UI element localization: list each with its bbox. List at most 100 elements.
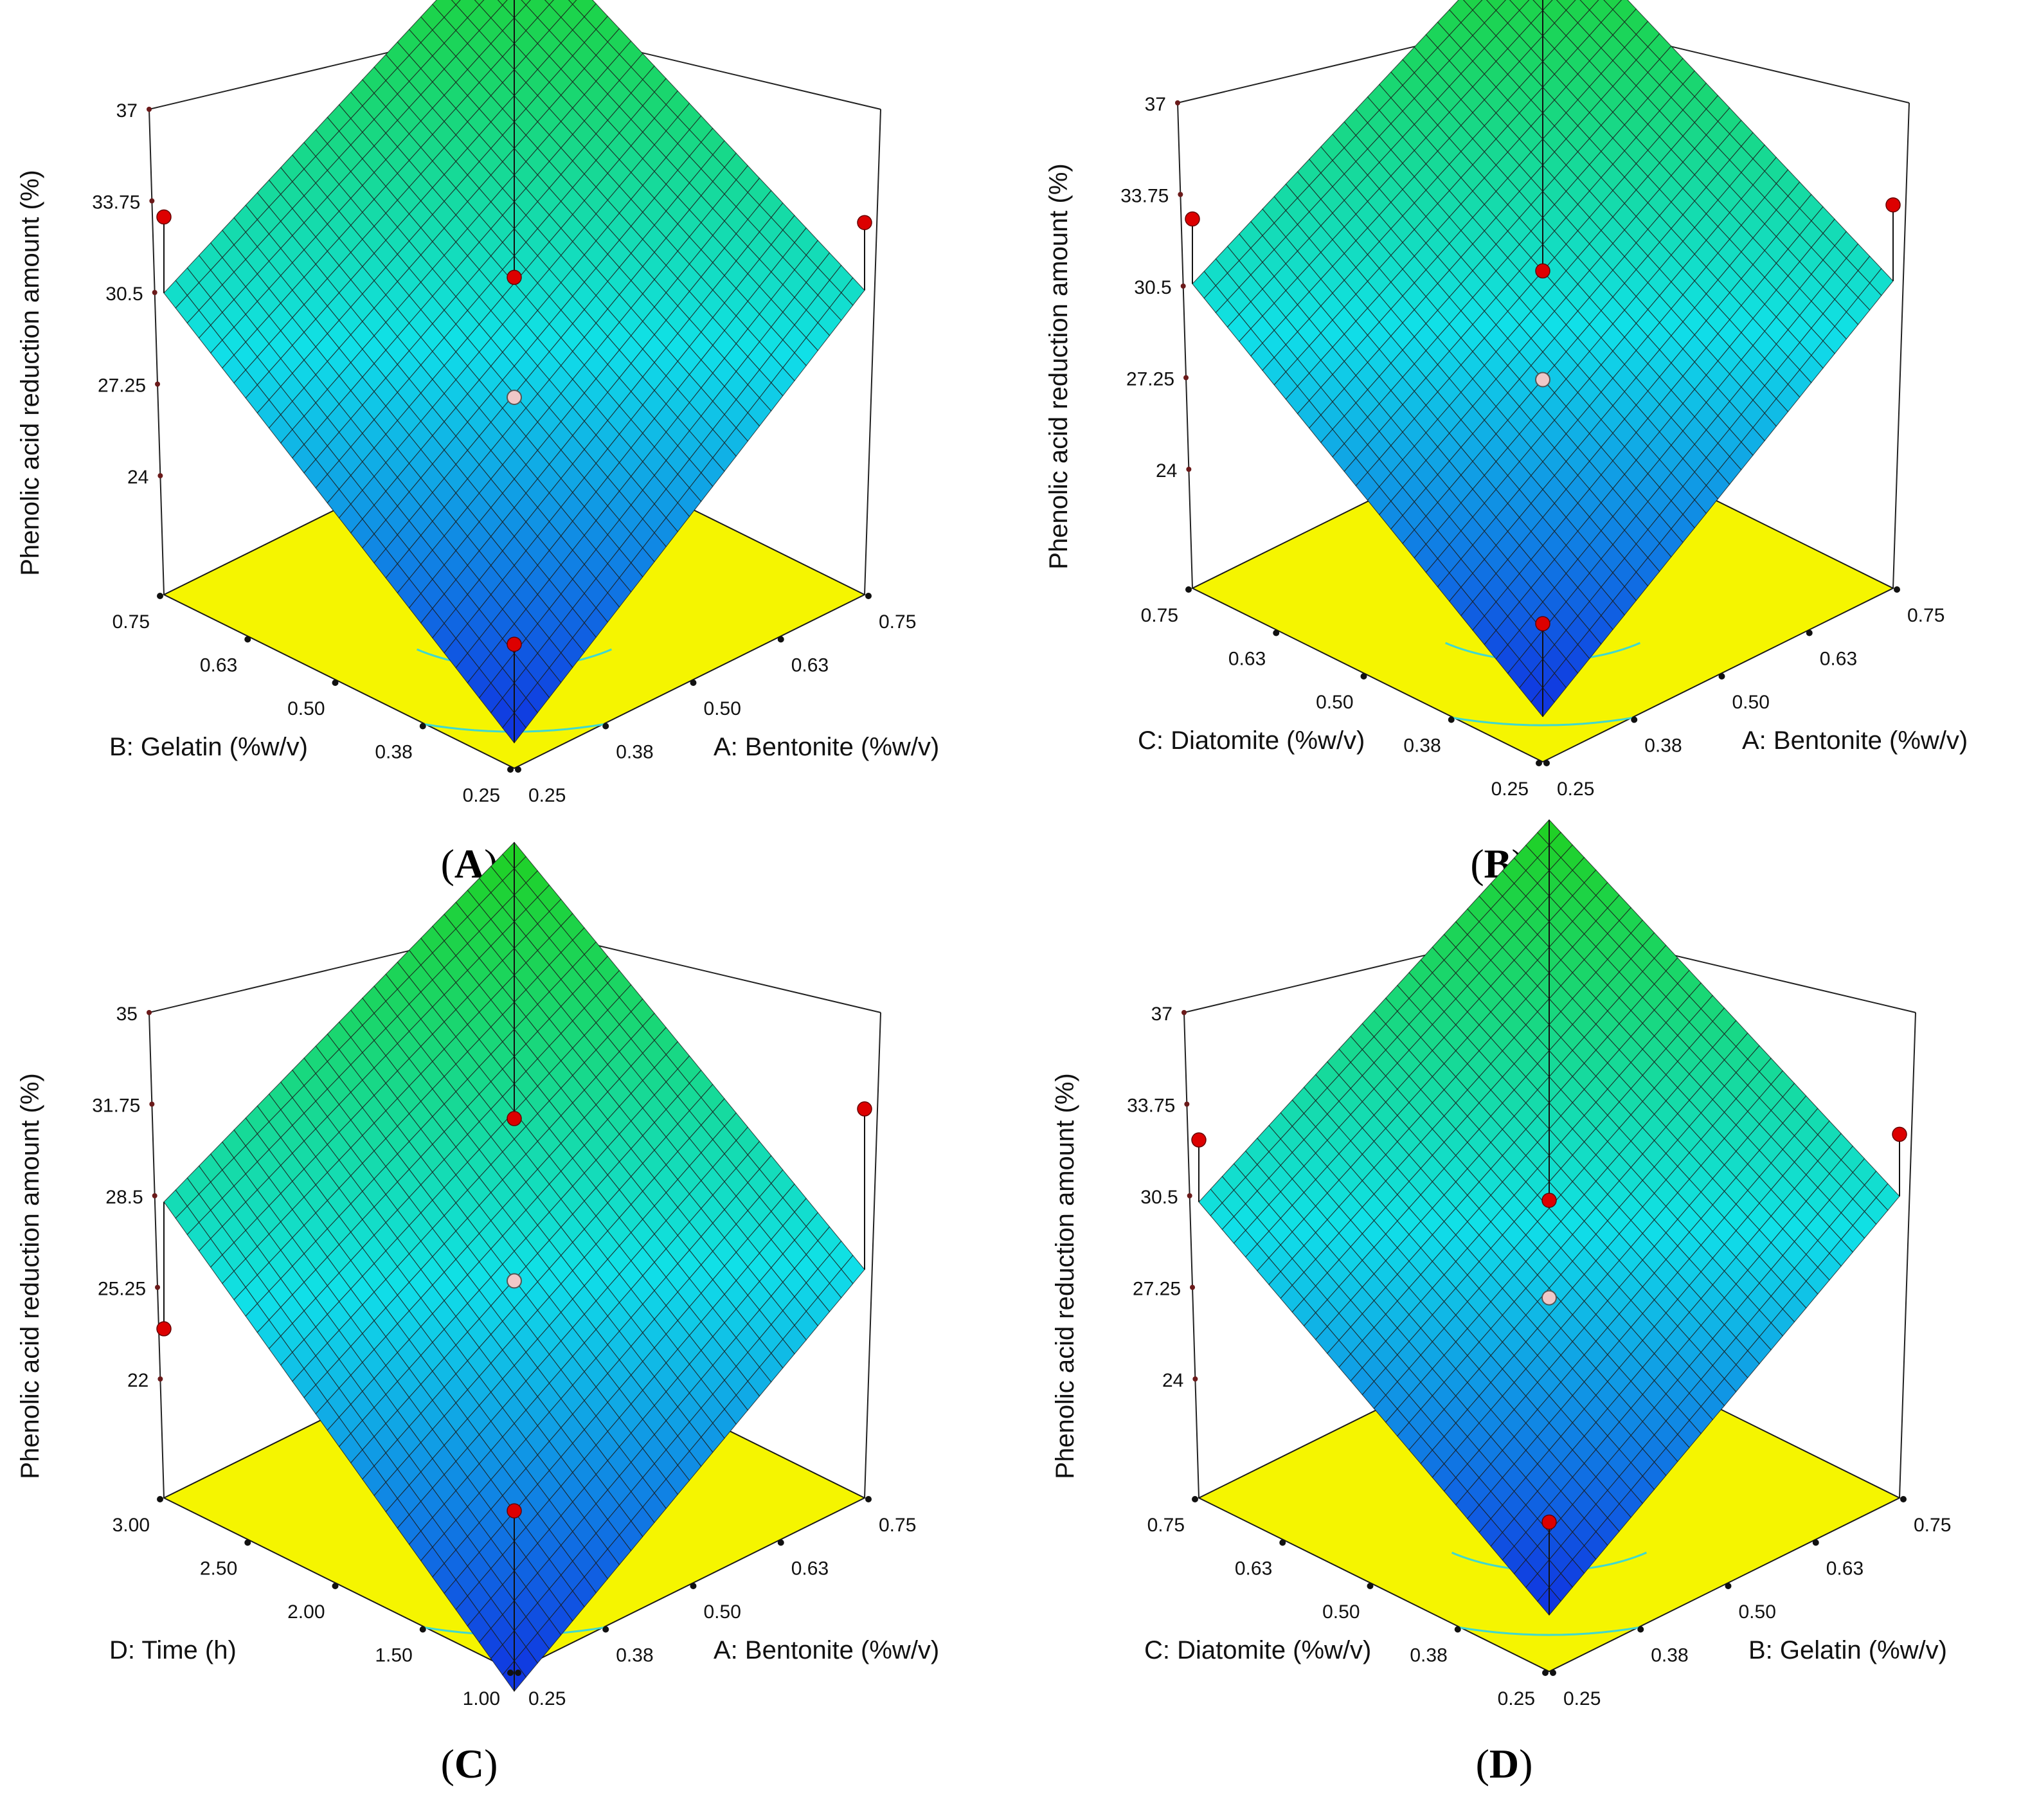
y-tick-mark — [507, 1670, 514, 1676]
center-point — [507, 390, 522, 406]
y-tick-label: 0.75 — [1141, 605, 1178, 626]
design-point — [1892, 1126, 1907, 1142]
design-point — [1191, 1132, 1207, 1148]
z-tick-label: 30.5 — [105, 284, 143, 305]
z-tick-label: 35 — [116, 1004, 138, 1025]
y-tick-mark — [332, 1583, 339, 1589]
z-axis-title: Phenolic acid reduction amount (%) — [16, 170, 44, 575]
y-tick-mark — [332, 680, 339, 686]
y-tick-label: 0.63 — [1228, 649, 1266, 670]
panel-label: (D) — [1476, 1741, 1533, 1787]
x-tick-label: 0.63 — [791, 655, 829, 676]
z-tick-mark — [155, 1284, 161, 1290]
frame-edge — [1899, 1012, 1916, 1499]
y-axis: 0.25 0.38 0.50 0.63 0.75 — [1147, 1496, 1549, 1709]
y-tick-label: 0.38 — [1410, 1645, 1447, 1666]
x-tick-label: 0.25 — [528, 1688, 566, 1709]
y-tick-label: 0.63 — [200, 655, 237, 676]
design-points — [1185, 0, 1901, 717]
panel-label-open: ( — [441, 841, 454, 887]
z-tick-label: 31.75 — [92, 1095, 140, 1117]
y-tick-label: 0.50 — [287, 698, 325, 719]
x-tick-mark — [865, 1496, 872, 1502]
z-tick-label: 22 — [127, 1370, 148, 1391]
x-tick-mark — [865, 593, 872, 599]
x-tick-mark — [1806, 629, 1813, 636]
y-tick-mark — [419, 723, 426, 730]
z-tick-mark — [1184, 1101, 1190, 1107]
design-point — [507, 269, 522, 285]
x-tick-label: 0.75 — [879, 1515, 916, 1536]
x-tick-label: 0.25 — [1563, 1688, 1601, 1709]
x-tick-mark — [515, 1670, 521, 1676]
design-point — [1885, 197, 1901, 213]
x-tick-mark — [602, 1626, 609, 1633]
center-point — [1541, 1290, 1557, 1306]
surface-cell — [497, 0, 508, 6]
z-tick-mark — [152, 290, 157, 295]
x-tick-label: 0.63 — [791, 1558, 829, 1580]
x-tick-mark — [1631, 716, 1638, 723]
x-tick-label: 0.50 — [704, 698, 741, 719]
x-tick-mark — [690, 680, 697, 686]
design-point — [1185, 211, 1200, 227]
frame-edge — [148, 109, 165, 595]
panel-label-open: ( — [1476, 1741, 1489, 1787]
x-tick-mark — [1550, 1670, 1556, 1676]
y-axis-title: C: Diatomite (%w/v) — [1144, 1636, 1371, 1664]
panel-label-close: ) — [1519, 1741, 1532, 1787]
x-axis-title: B: Gelatin (%w/v) — [1748, 1636, 1947, 1664]
x-tick-label: 0.50 — [1739, 1601, 1776, 1623]
z-tick-mark — [157, 473, 163, 478]
panel-label: (C) — [441, 1741, 498, 1787]
y-tick-mark — [507, 766, 514, 773]
z-tick-label: 24 — [127, 467, 148, 488]
z-axis-title: Phenolic acid reduction amount (%) — [16, 1073, 44, 1479]
z-tick-mark — [1181, 1010, 1187, 1015]
z-tick-mark — [157, 1376, 163, 1382]
x-tick-mark — [1894, 586, 1900, 593]
x-tick-mark — [777, 636, 784, 643]
y-axis: 0.25 0.38 0.50 0.63 0.75 — [1141, 586, 1542, 800]
z-axis: 22 25.25 28.5 31.75 35 — [92, 1004, 163, 1391]
y-tick-label: 0.25 — [1498, 1688, 1535, 1709]
x-tick-label: 0.75 — [1914, 1515, 1951, 1536]
y-tick-mark — [1454, 1626, 1461, 1633]
x-tick-mark — [515, 766, 521, 773]
x-tick-mark — [1637, 1626, 1644, 1633]
x-axis: 0.25 0.38 0.50 0.63 0.75 — [515, 593, 916, 806]
x-axis-title: A: Bentonite (%w/v) — [714, 1636, 939, 1664]
design-point — [1541, 1193, 1557, 1208]
x-tick-mark — [1812, 1539, 1819, 1546]
x-axis: 0.25 0.38 0.50 0.63 0.75 — [515, 1496, 916, 1709]
y-tick-label: 0.38 — [375, 742, 412, 763]
response-surface — [163, 842, 865, 1692]
panel-label-open: ( — [1470, 841, 1484, 887]
z-tick-label: 37 — [1145, 94, 1166, 115]
z-tick-mark — [1190, 1284, 1196, 1290]
z-tick-mark — [1175, 100, 1180, 105]
surface-cell — [568, 0, 577, 5]
y-tick-mark — [1273, 629, 1280, 636]
z-tick-label: 37 — [1151, 1004, 1172, 1025]
x-axis-title: A: Bentonite (%w/v) — [714, 733, 939, 761]
y-tick-mark — [1367, 1583, 1374, 1589]
response-surface — [1192, 0, 1894, 717]
z-tick-label: 33.75 — [1120, 186, 1169, 207]
x-tick-label: 0.63 — [1820, 649, 1857, 670]
design-points — [156, 0, 872, 743]
x-tick-label: 0.50 — [704, 1601, 741, 1623]
z-tick-mark — [1186, 467, 1192, 472]
z-tick-label: 27.25 — [98, 375, 146, 397]
z-tick-mark — [152, 1193, 157, 1198]
frame-edge — [864, 1012, 881, 1499]
z-tick-label: 27.25 — [1126, 369, 1174, 390]
x-tick-label: 0.25 — [528, 785, 566, 806]
y-tick-label: 0.25 — [463, 785, 500, 806]
x-tick-label: 0.38 — [1644, 735, 1682, 757]
z-tick-mark — [1192, 1376, 1198, 1382]
z-tick-label: 24 — [1156, 460, 1177, 482]
response-surface — [1198, 819, 1900, 1616]
y-tick-label: 1.00 — [463, 1688, 500, 1709]
